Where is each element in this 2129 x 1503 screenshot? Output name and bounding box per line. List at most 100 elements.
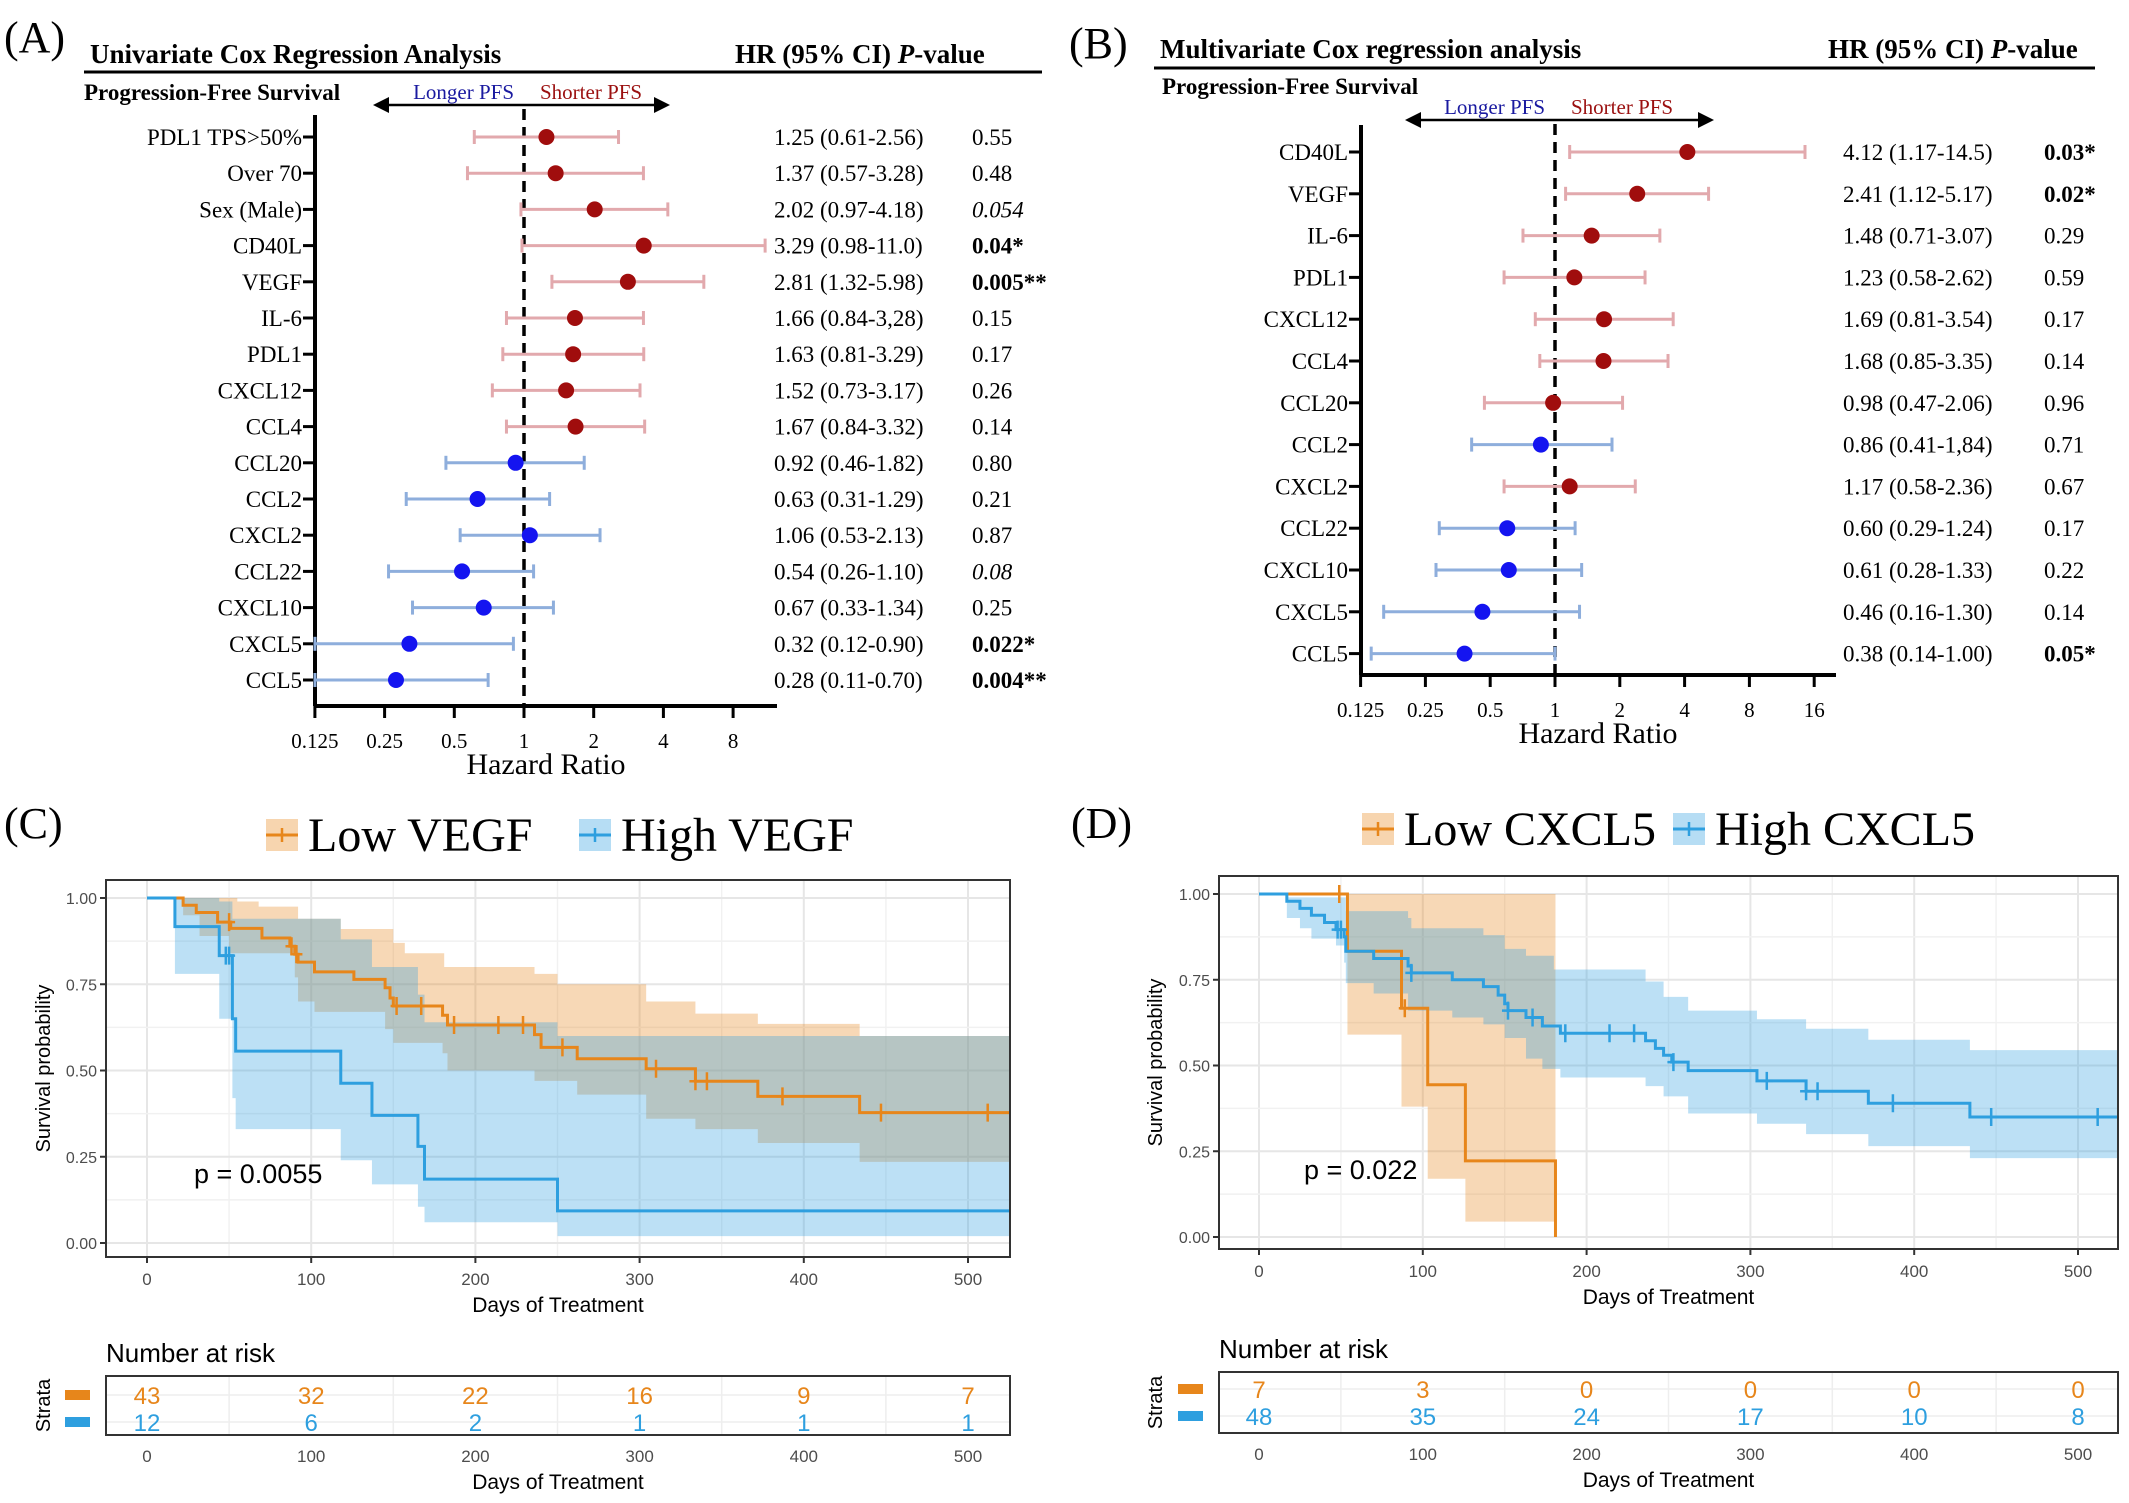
hazard-ratio-point <box>1499 520 1516 537</box>
forest-row: CCL5 0.38 (0.14-1.00) 0.05* <box>1292 642 2096 667</box>
hr-ci-text: 0.67 (0.33-1.34) <box>774 596 923 621</box>
arrow-left-head-icon <box>1405 112 1421 128</box>
hr-ci-text: 1.23 (0.58-2.62) <box>1843 265 1992 290</box>
row-label: CXCL5 <box>1275 600 1348 625</box>
x-tick-label: 0.25 <box>366 729 403 753</box>
forest-row: VEGF 2.81 (1.32-5.98) 0.005** <box>242 270 1047 295</box>
x-tick-label: 0.25 <box>1407 698 1444 722</box>
censor-mark <box>556 1038 569 1057</box>
censor-mark <box>492 1015 505 1034</box>
row-label: CCL5 <box>1292 642 1348 667</box>
censor-mark <box>1886 1094 1899 1113</box>
hr-ci-text: 0.63 (0.31-1.29) <box>774 487 923 512</box>
hazard-ratio-point <box>1500 562 1517 578</box>
row-label: PDL1 <box>247 342 302 367</box>
hr-ci-text: 0.32 (0.12-0.90) <box>774 632 923 657</box>
hazard-ratio-point <box>454 563 471 580</box>
x-tick-label: 8 <box>1744 698 1755 722</box>
hazard-ratio-point <box>586 201 603 218</box>
hazard-ratio-point <box>558 382 575 399</box>
hazard-ratio-point <box>1596 311 1613 328</box>
x-tick-label: 0.125 <box>291 729 338 753</box>
risk-x-tick-label: 300 <box>1736 1445 1764 1464</box>
x-tick-label: 300 <box>625 1270 653 1289</box>
y-tick-label: 0.75 <box>66 977 97 994</box>
arrow-left-label: Longer PFS <box>1444 95 1545 119</box>
hr-ci-text: 0.92 (0.46-1.82) <box>774 451 923 476</box>
forest-row: CXCL10 0.67 (0.33-1.34) 0.25 <box>218 596 1013 621</box>
p-value: 0.04* <box>972 234 1024 259</box>
row-label: CCL2 <box>1292 433 1348 458</box>
risk-x-tick-label: 200 <box>461 1447 489 1466</box>
x-tick-label: 16 <box>1804 698 1825 722</box>
row-label: CCL5 <box>246 668 302 693</box>
p-value: 0.25 <box>972 596 1012 621</box>
hr-ci-text: 2.02 (0.97-4.18) <box>774 197 923 222</box>
hazard-ratio-point <box>1679 144 1696 160</box>
at-risk-count: 1 <box>633 1410 646 1437</box>
row-label: Sex (Male) <box>199 197 302 222</box>
row-label: CCL2 <box>246 487 302 512</box>
risk-x-axis-label: Days of Treatment <box>472 1471 644 1494</box>
at-risk-count: 43 <box>134 1383 161 1410</box>
p-value: 0.67 <box>2044 474 2084 499</box>
forest-row: CCL2 0.63 (0.31-1.29) 0.21 <box>246 487 1012 512</box>
forest-row: CXCL10 0.61 (0.28-1.33) 0.22 <box>1264 558 2085 583</box>
p-value: 0.17 <box>2044 516 2084 541</box>
hr-ci-text: 1.48 (0.71-3.07) <box>1843 224 1992 249</box>
risk-table-border <box>105 1375 1011 1436</box>
confidence-band <box>147 898 1010 1237</box>
x-axis-label: Days of Treatment <box>472 1294 644 1317</box>
row-label: PDL1 <box>1293 265 1348 290</box>
p-value: 0.15 <box>972 306 1012 331</box>
y-tick-label: 0.50 <box>1179 1059 1210 1076</box>
hr-ci-text: 2.81 (1.32-5.98) <box>774 270 923 295</box>
censor-mark <box>223 913 236 932</box>
hr-ci-text: 1.67 (0.84-3.32) <box>774 415 923 440</box>
x-tick-label: 2 <box>1615 698 1626 722</box>
p-value: 0.71 <box>2044 433 2084 458</box>
hr-ci-text: 0.86 (0.41-1,84) <box>1843 433 1992 458</box>
hr-ci-text: 0.46 (0.16-1.30) <box>1843 600 1992 625</box>
row-label: CXCL2 <box>1275 474 1348 499</box>
at-risk-count: 9 <box>797 1383 810 1410</box>
row-label: CXCL10 <box>218 596 302 621</box>
p-value: 0.14 <box>972 415 1013 440</box>
hr-ci-text: 1.37 (0.57-3.28) <box>774 161 923 186</box>
censor-mark <box>390 996 403 1015</box>
hazard-ratio-point <box>565 346 582 363</box>
x-tick-label: 0.5 <box>1477 698 1503 722</box>
y-tick-label: 1.00 <box>1179 887 1210 904</box>
forest-row: CD40L 4.12 (1.17-14.5) 0.03* <box>1279 140 2096 165</box>
hazard-ratio-point <box>387 672 404 688</box>
p-value: 0.59 <box>2044 265 2084 290</box>
hazard-ratio-point <box>1561 478 1578 495</box>
row-label: CCL20 <box>234 451 302 476</box>
arrow-right-label: Shorter PFS <box>1571 95 1673 119</box>
y-tick-label: 0.25 <box>66 1150 97 1167</box>
row-label: Over 70 <box>227 161 302 186</box>
hr-ci-text: 1.69 (0.81-3.54) <box>1843 307 1992 332</box>
censor-mark <box>700 1072 713 1091</box>
legend-item: High VEGF <box>579 809 853 862</box>
survival-curve <box>147 896 1010 1213</box>
forest-title: Univariate Cox Regression Analysis <box>90 39 501 69</box>
confidence-band <box>1259 894 2118 1159</box>
p-value: 0.87 <box>972 523 1012 548</box>
hazard-ratio-point <box>1583 227 1600 244</box>
p-value: 0.22 <box>2044 558 2084 583</box>
at-risk-count: 22 <box>462 1383 489 1410</box>
x-tick-label: 0.5 <box>441 729 467 753</box>
survival-curve <box>1259 892 1557 1237</box>
forest-panel-a: (A) Univariate Cox Regression Analysis HR … <box>4 13 1047 781</box>
censor-mark <box>776 1087 789 1106</box>
y-tick-label: 0.00 <box>1179 1230 1210 1247</box>
hazard-ratio-point <box>619 273 636 290</box>
hr-ci-text: 1.63 (0.81-3.29) <box>774 342 923 367</box>
x-tick-label: 100 <box>297 1270 325 1289</box>
forest-row: CXCL2 1.17 (0.58-2.36) 0.67 <box>1275 474 2084 499</box>
p-value: 0.08 <box>972 559 1013 584</box>
p-header-italic: P <box>897 39 915 69</box>
strata-label: Strata <box>1145 1375 1167 1429</box>
risk-table-border <box>1218 1371 2119 1434</box>
